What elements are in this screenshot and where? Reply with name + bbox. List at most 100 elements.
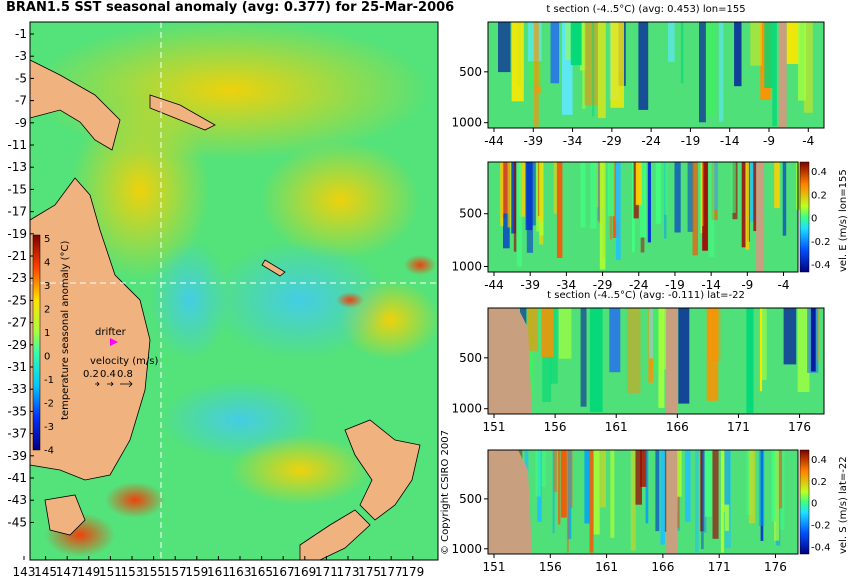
map-y-tick-label: -19 <box>7 227 27 241</box>
section-streak <box>680 22 684 84</box>
section-streak <box>539 162 544 236</box>
section-streak <box>771 450 776 522</box>
panel-y-tick-label: 500 <box>459 65 482 79</box>
panel-colorbar-tick-label: -0.4 <box>811 542 831 553</box>
section-streak <box>630 450 636 551</box>
panel-x-tick-label: -14 <box>701 278 721 292</box>
map-colorbar-tick-label: -3 <box>44 422 54 433</box>
section-streak <box>615 162 621 260</box>
section-streak <box>675 450 682 497</box>
section-streak <box>714 162 718 210</box>
map-frame <box>29 21 439 561</box>
section-streak <box>645 450 649 524</box>
panel-x-tick-label: -24 <box>641 134 661 148</box>
panel-x-tick-label: -24 <box>629 278 649 292</box>
map-colorbar-tick-label: 1 <box>44 328 50 339</box>
panel-colorbar-tick-label: 0.2 <box>811 190 827 201</box>
section-streak <box>537 162 544 222</box>
map-y-tick-label: -21 <box>7 249 27 263</box>
panel-colorbar-label: vel. E (m/s) lon=155 <box>838 169 849 272</box>
map-y-tick-label: -43 <box>7 493 27 507</box>
map-colorbar <box>32 234 41 451</box>
section-streak <box>685 450 691 522</box>
panel-x-tick-label: -14 <box>720 134 740 148</box>
panel-colorbar <box>799 161 810 273</box>
panel-frame <box>487 449 799 555</box>
drifter-marker <box>110 338 118 346</box>
panel-x-tick-label: 156 <box>544 420 567 434</box>
section-streak <box>533 22 539 127</box>
panel-colorbar-tick-label: 0.4 <box>811 167 827 178</box>
panel-x-tick-label: -29 <box>593 278 613 292</box>
section-streak <box>708 162 715 257</box>
panel-title: t section (-4..5°C) (avg: 0.453) lon=155 <box>546 4 745 15</box>
panel-x-tick-label: -34 <box>557 278 577 292</box>
panel-x-tick-label: -44 <box>484 134 504 148</box>
section-streak <box>692 162 698 256</box>
section-streak <box>580 162 586 228</box>
map-y-tick-label: -41 <box>7 471 27 485</box>
section-streak <box>712 450 719 539</box>
map-y-tick-label: -3 <box>15 49 27 63</box>
section-streak <box>664 450 667 532</box>
panel-x-tick-label: 171 <box>708 560 731 574</box>
map-colorbar-tick-label: -1 <box>44 375 54 386</box>
map-y-tick-label: -39 <box>7 449 27 463</box>
velocity-scale-label: 0.4 <box>100 369 116 380</box>
section-streak <box>558 308 572 359</box>
section-streak <box>638 22 649 110</box>
section-streak <box>627 308 641 394</box>
panel-frame <box>487 21 825 129</box>
panel-colorbar-tick-label: 0.2 <box>811 477 827 488</box>
panel-y-tick-label: 1000 <box>451 260 482 274</box>
section-streak <box>519 162 526 217</box>
section-streak <box>503 162 509 214</box>
section-streak <box>659 308 667 370</box>
velocity-scale-label: 0.8 <box>117 369 133 380</box>
section-streak <box>513 162 517 252</box>
section-streak <box>511 22 524 102</box>
section-streak <box>695 450 699 553</box>
section-streak <box>786 22 800 64</box>
map-y-tick-label: -5 <box>15 71 27 85</box>
section-streak <box>759 308 763 392</box>
section-streak <box>731 162 736 213</box>
map-y-tick-label: -23 <box>7 271 27 285</box>
section-streak <box>734 22 742 87</box>
panel-frame <box>487 307 825 415</box>
map-x-tick-label: 165 <box>250 565 273 579</box>
map-title: BRAN1.5 SST seasonal anomaly (avg: 0.377… <box>6 0 455 15</box>
section-streak <box>704 450 712 517</box>
panel-colorbar-tick-label: -0.2 <box>811 237 831 248</box>
section-streak <box>556 162 563 258</box>
panel-colorbar-tick-label: 0 <box>811 499 817 510</box>
panel-colorbar-tick-label: 0.4 <box>811 455 827 466</box>
map-y-tick-label: -35 <box>7 404 27 418</box>
section-streak <box>592 22 595 117</box>
panel-x-tick-label: -4 <box>802 134 814 148</box>
section-streak <box>558 450 561 525</box>
section-streak <box>567 450 572 540</box>
map-y-tick-label: -31 <box>7 360 27 374</box>
panel-y-tick-label: 1000 <box>451 116 482 130</box>
section-streak <box>803 22 813 113</box>
section-streak <box>761 308 767 380</box>
map-x-axis: 1431451471491511531551571591611631651671… <box>13 556 424 579</box>
section-streak <box>701 450 704 550</box>
section-streak <box>525 162 533 231</box>
velocity-scale: 0.2 0.4 0.8 <box>83 369 133 380</box>
map-colorbar-tick-label: 5 <box>44 234 50 245</box>
section-streak <box>553 162 558 214</box>
section-streak <box>635 162 642 206</box>
panel-y-tick-label: 500 <box>459 207 482 221</box>
section-streak <box>541 308 554 358</box>
section-streak <box>722 450 725 513</box>
section-streak <box>745 162 750 250</box>
section-streak <box>584 450 590 524</box>
panel-x-tick-label: -34 <box>563 134 583 148</box>
section-streak <box>507 162 512 228</box>
map-colorbar-label: temperature seasonal anomaly (°C) <box>60 241 71 420</box>
map-colorbar-tick-label: -2 <box>44 399 54 410</box>
map-y-tick-label: -25 <box>7 293 27 307</box>
